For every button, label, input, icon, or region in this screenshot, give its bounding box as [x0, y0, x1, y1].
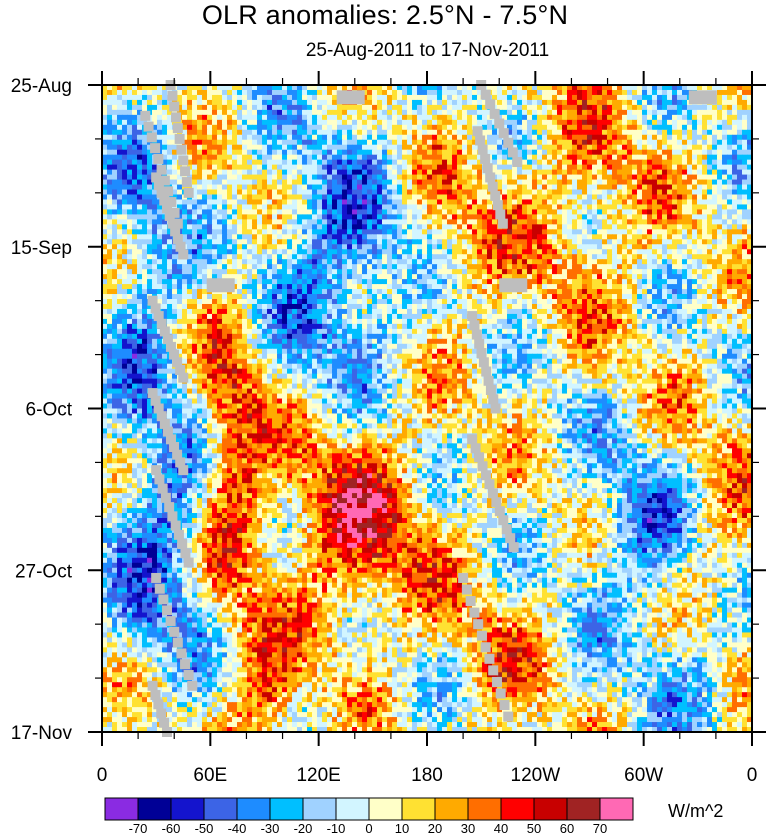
- colorbar-swatch: [401, 797, 436, 821]
- axis-ticks: [88, 71, 766, 746]
- colorbar-tick-label: 10: [395, 821, 409, 834]
- chart-title: OLR anomalies: 2.5°N - 7.5°N: [201, 0, 569, 30]
- colorbar-tick-label: 30: [461, 821, 475, 834]
- colorbar-tick-label: -10: [327, 821, 346, 834]
- y-tick-label: 25-Aug: [11, 76, 72, 97]
- colorbar-swatch: [302, 797, 337, 821]
- x-axis-labels: 0 60E 120E 180 120W 60W 0: [97, 765, 758, 786]
- colorbar-swatch: [599, 797, 634, 821]
- colorbar-swatch: [467, 797, 502, 821]
- colorbar-swatch: [236, 797, 271, 821]
- y-tick-label: 17-Nov: [11, 723, 73, 744]
- colorbar-swatch: [203, 797, 238, 821]
- colorbar-tick-label: 40: [494, 821, 508, 834]
- x-tick-label: 60E: [193, 765, 227, 786]
- colorbar-tick-label: -70: [129, 821, 148, 834]
- olr-anomaly-field: [102, 80, 753, 737]
- colorbar-swatch: [434, 797, 469, 821]
- colorbar-tick-label: -50: [195, 821, 214, 834]
- colorbar-swatch: [533, 797, 568, 821]
- x-tick-label: 60W: [624, 765, 663, 786]
- colorbar-swatch: [566, 797, 601, 821]
- colorbar-swatch: [170, 797, 205, 821]
- x-tick-label: 0: [747, 765, 758, 786]
- chart-subtitle: 25-Aug-2011 to 17-Nov-2011: [305, 40, 550, 61]
- colorbar-swatch: [269, 797, 304, 821]
- colorbar-tick-label: 70: [593, 821, 607, 834]
- plot-frame: [101, 84, 753, 733]
- colorbar-swatch: [137, 797, 172, 821]
- y-tick-label: 15-Sep: [11, 238, 72, 259]
- colorbar-tick-label: 50: [527, 821, 541, 834]
- colorbar-swatch: [368, 797, 403, 821]
- colorbar-swatch: [335, 797, 370, 821]
- x-tick-label: 120E: [296, 765, 340, 786]
- x-tick-label: 0: [97, 765, 108, 786]
- x-tick-label: 120W: [511, 765, 561, 786]
- y-tick-label: 6-Oct: [26, 400, 73, 421]
- y-axis-labels: 25-Aug 15-Sep 6-Oct 27-Oct 17-Nov: [11, 76, 73, 744]
- colorbar: -70 -60 -50 -40 -30 -20 -10 0 10 20 30 40 50 60 70: [104, 797, 634, 834]
- colorbar-tick-label: -20: [294, 821, 313, 834]
- colorbar-swatch: [104, 797, 139, 821]
- colorbar-tick-label: 60: [560, 821, 574, 834]
- colorbar-tick-label: -60: [162, 821, 181, 834]
- x-tick-label: 180: [411, 765, 443, 786]
- colorbar-tick-label: -30: [261, 821, 280, 834]
- y-tick-label: 27-Oct: [15, 561, 73, 582]
- colorbar-swatch: [500, 797, 535, 821]
- colorbar-tick-label: 0: [365, 821, 372, 834]
- colorbar-tick-label: 20: [428, 821, 442, 834]
- colorbar-units: W/m^2: [668, 801, 724, 821]
- colorbar-tick-label: -40: [228, 821, 247, 834]
